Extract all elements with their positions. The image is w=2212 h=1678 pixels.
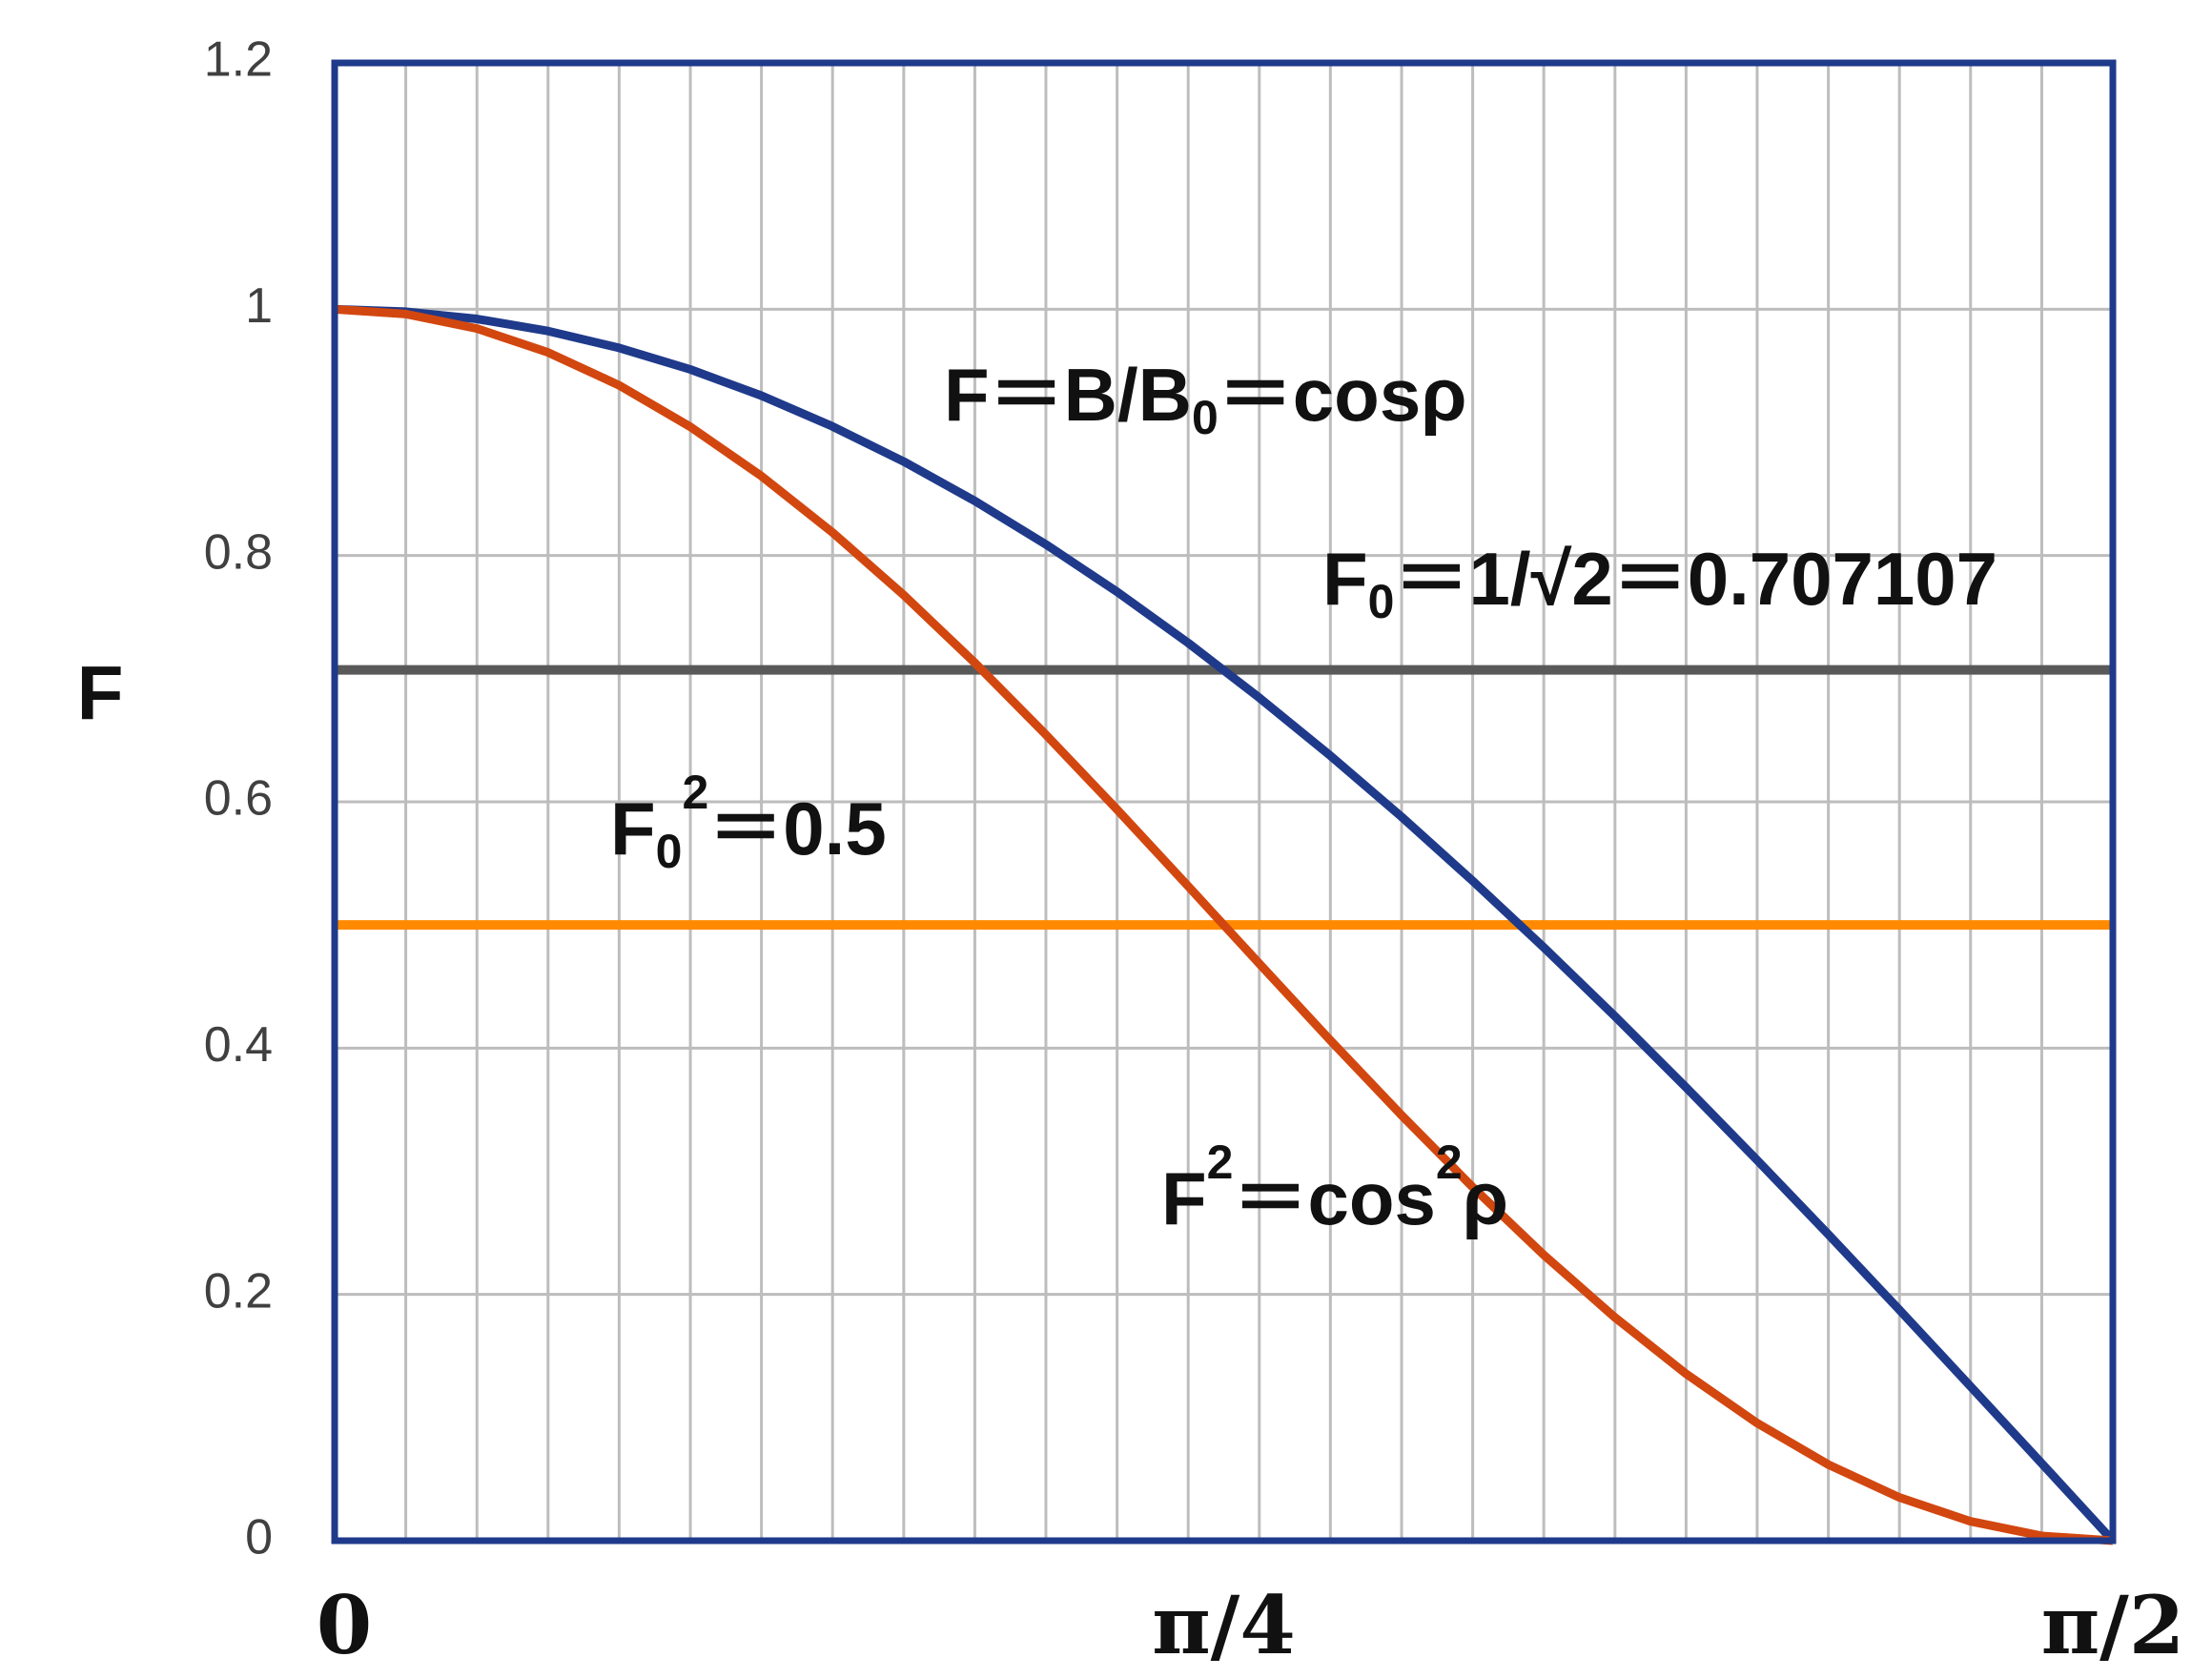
y-tick-label: 1.2 bbox=[204, 32, 273, 88]
annotation-part: F bbox=[1322, 537, 1368, 621]
y-tick-label: 0.4 bbox=[204, 1017, 273, 1073]
annotation-part: ＝1/√2＝0.707107 bbox=[1394, 537, 1997, 621]
annotation: F＝B/B0＝cosρ bbox=[944, 353, 1466, 445]
annotation-part: ＝cosρ bbox=[1219, 353, 1467, 437]
annotation-part: F bbox=[610, 787, 656, 870]
annotation-part: 0 bbox=[1192, 391, 1219, 444]
annotation-part: F＝B/B bbox=[944, 353, 1192, 437]
annotation: F2＝cos2ρ bbox=[1161, 1136, 1508, 1239]
annotation-part: 0 bbox=[656, 825, 683, 878]
annotation-part: 0 bbox=[1368, 575, 1395, 628]
y-tick-label: 1 bbox=[245, 278, 273, 334]
y-tick-label: 0 bbox=[245, 1510, 273, 1565]
annotation-part: ＝0.5 bbox=[708, 787, 886, 870]
data-line bbox=[334, 304, 2114, 1545]
annotation-part: ρ bbox=[1463, 1156, 1508, 1240]
annotation-part: 2 bbox=[1436, 1136, 1463, 1189]
annotation-part: 2 bbox=[682, 766, 708, 819]
y-tick-label: 0.6 bbox=[204, 771, 273, 827]
annotation-part: 2 bbox=[1207, 1136, 1234, 1189]
annotation: F0 2＝0.5 bbox=[610, 766, 887, 878]
x-tick-label: π/2 bbox=[2041, 1578, 2185, 1672]
y-axis-label: F bbox=[77, 650, 124, 735]
y-tick-label: 0.8 bbox=[204, 524, 273, 580]
data-line bbox=[334, 304, 2117, 1545]
y-tick-label: 0.2 bbox=[204, 1263, 273, 1319]
plot-frame bbox=[331, 59, 2117, 1545]
x-tick-label: 0 bbox=[317, 1578, 372, 1672]
annotation-part: F bbox=[1161, 1156, 1207, 1240]
x-tick-label: π/4 bbox=[1152, 1578, 1296, 1672]
annotation-part: ＝cos bbox=[1233, 1156, 1435, 1240]
annotation: F0＝1/√2＝0.707107 bbox=[1322, 537, 1997, 629]
